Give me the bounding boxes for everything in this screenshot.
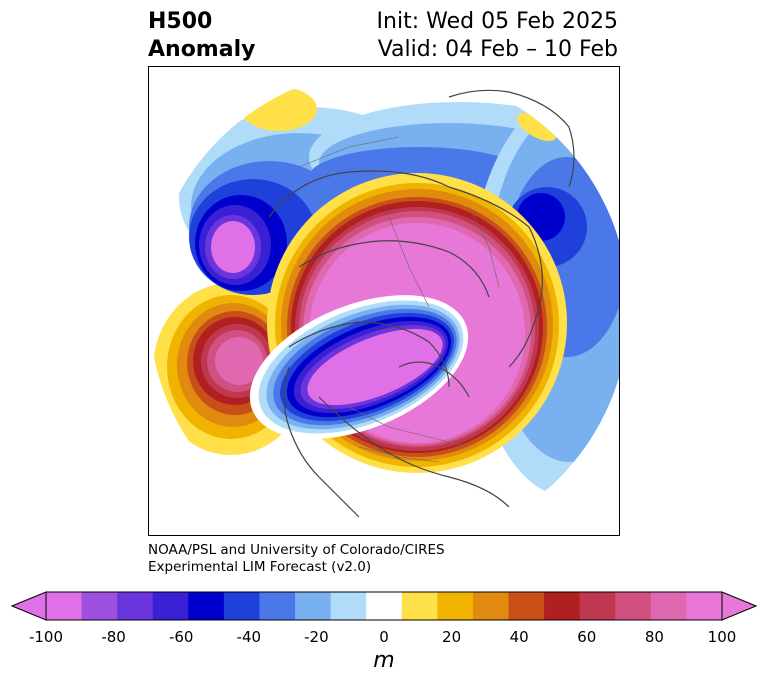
trough-central: [249, 295, 469, 439]
colorbar-extend-max: [721, 591, 758, 621]
map-mask: [149, 67, 619, 535]
colorbar-swatch: [650, 592, 687, 620]
colorbar-tick-label: 0: [379, 628, 389, 646]
colorbar-swatch: [401, 592, 438, 620]
credit-line-2: Experimental LIM Forecast (v2.0): [148, 559, 372, 575]
colorbar-tick-label: -80: [101, 628, 126, 646]
anomaly-map: [148, 66, 620, 536]
colorbar-tick-label: -60: [168, 628, 194, 646]
colorbar-swatch: [46, 592, 83, 620]
colorbar-swatch: [686, 592, 723, 620]
colorbar-tick-label: -100: [28, 628, 64, 646]
colorbar-swatch: [579, 592, 616, 620]
colorbar-tick-labels: -100 -80 -60 -40 -20 0 20 40 60 80 100: [0, 628, 768, 648]
colorbar-swatch: [508, 592, 545, 620]
colorbar-tick-label: 80: [644, 628, 664, 646]
forecast-dates: Init: Wed 05 Feb 2025 Valid: 04 Feb – 10…: [377, 8, 618, 64]
map-title: H500 Anomaly: [148, 8, 255, 64]
colorbar-swatch: [152, 592, 189, 620]
colorbar-swatch: [223, 592, 260, 620]
colorbar-swatch: [295, 592, 332, 620]
colorbar-tick-label: 100: [707, 628, 737, 646]
colorbar: [10, 591, 758, 621]
colorbar-swatch: [259, 592, 296, 620]
colorbar-swatch: [81, 592, 118, 620]
credit-line-1: NOAA/PSL and University of Colorado/CIRE…: [148, 542, 445, 558]
ridge-patch-northeast: [517, 113, 557, 141]
valid-range: Valid: 04 Feb – 10 Feb: [377, 37, 618, 62]
colorbar-tick-label: -20: [304, 628, 329, 646]
colorbar-outline: [45, 591, 723, 621]
coastlines: [268, 89, 575, 518]
colorbar-swatch: [544, 592, 581, 620]
colorbar-units: m: [373, 648, 395, 673]
colorbar-swatch: [615, 592, 652, 620]
colorbar-swatch: [330, 592, 367, 620]
colorbar-swatch: [117, 592, 154, 620]
colorbar-tick-label: 60: [577, 628, 597, 646]
colorbar-swatch: [472, 592, 510, 620]
title-variable-type: Anomaly: [148, 37, 256, 62]
init-date: Init: Wed 05 Feb 2025: [376, 9, 618, 34]
colorbar-tick-label: 20: [442, 628, 462, 646]
colorbar-swatch: [188, 592, 225, 620]
colorbar-extend-min: [10, 591, 47, 621]
credit-text: NOAA/PSL and University of Colorado/CIRE…: [148, 542, 445, 576]
colorbar-swatch: [437, 592, 474, 620]
title-variable: H500: [148, 9, 213, 34]
colorbar-tick-label: -40: [236, 628, 262, 646]
colorbar-tick-label: 40: [509, 628, 529, 646]
borders: [298, 136, 500, 463]
anomaly-map-svg: [149, 67, 619, 535]
anomaly-field: [153, 87, 619, 497]
colorbar-swatch: [366, 592, 403, 620]
